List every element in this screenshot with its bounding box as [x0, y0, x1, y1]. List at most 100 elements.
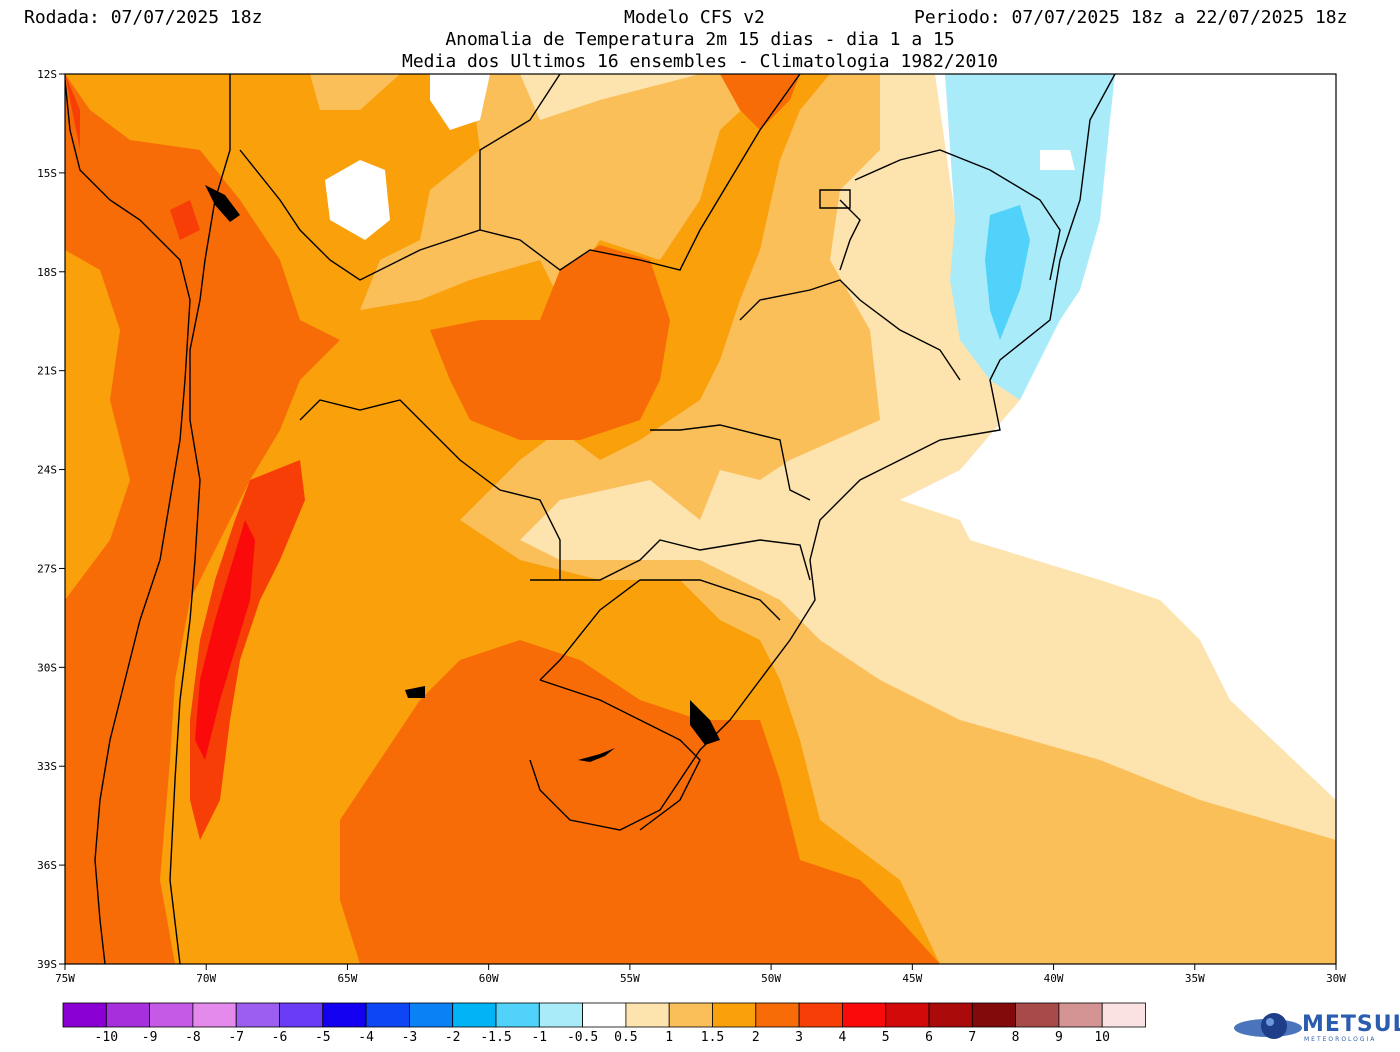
colorbar-label: 4 — [838, 1030, 846, 1045]
colorbar-label: 0.5 — [614, 1030, 637, 1045]
lagoa-patos — [690, 700, 720, 745]
border-mg-ba — [854, 149, 1061, 281]
lon-tick-label: 35W — [1185, 972, 1205, 985]
colorbar-label: 7 — [968, 1030, 976, 1045]
colorbar-swatch — [408, 1002, 454, 1028]
colorbar-swatch — [365, 1002, 410, 1028]
colorbar-swatch — [495, 1002, 540, 1028]
border-andes — [169, 74, 231, 964]
lake-titicaca — [205, 185, 240, 222]
border-bolivia-brazil — [239, 74, 801, 281]
lat-tick-label: 18S — [37, 266, 57, 279]
map-frame — [64, 73, 1337, 965]
border-states-1 — [479, 74, 561, 230]
colorbar-swatch — [798, 1002, 843, 1028]
lake-paraguay — [405, 686, 425, 698]
colorbar-swatch — [582, 1002, 627, 1028]
border-uruguay — [539, 679, 701, 831]
colorbar-swatch — [538, 1002, 583, 1028]
lon-tick-label: 40W — [1044, 972, 1064, 985]
lon-tick-label: 70W — [196, 972, 216, 985]
contour-white-bolivia — [325, 160, 390, 240]
colorbar-label: -9 — [142, 1030, 158, 1045]
contour-3-4-bolivia — [170, 200, 200, 240]
colorbar-label: 6 — [925, 1030, 933, 1045]
lat-tick-label: 21S — [37, 365, 57, 378]
lon-tick-label: 55W — [620, 972, 640, 985]
colorbar-label: -5 — [315, 1030, 331, 1045]
contour-2-3-south — [340, 640, 940, 964]
border-argentina-brazil — [530, 539, 811, 581]
colorbar-swatch — [625, 1002, 670, 1028]
colorbar-swatch — [62, 1002, 107, 1028]
period-label: Periodo: 07/07/2025 18z a 22/07/2025 18z — [914, 7, 1348, 28]
coastline-west-chile — [65, 79, 191, 964]
coastline-east-brazil — [529, 74, 1116, 831]
contour-4-5 — [195, 520, 255, 760]
colorbar-swatch — [149, 1002, 194, 1028]
model-label: Modelo CFS v2 — [624, 7, 765, 28]
lon-tick-label: 30W — [1326, 972, 1346, 985]
colorbar-swatch — [279, 1002, 324, 1028]
colorbar-swatch — [1058, 1002, 1103, 1028]
lon-tick-label: 75W — [55, 972, 75, 985]
colorbar-label: -8 — [185, 1030, 201, 1045]
colorbar-label: -10 — [95, 1030, 118, 1045]
colorbar-label: -4 — [358, 1030, 374, 1045]
colorbar-swatch — [971, 1002, 1016, 1028]
colorbar-label: -1.5 — [480, 1030, 511, 1045]
contour-neg-0.5-1 — [945, 74, 1115, 400]
lon-tick-label: 65W — [338, 972, 358, 985]
colorbar-swatch — [712, 1002, 757, 1028]
border-states-2 — [739, 279, 961, 381]
colorbar-label: 10 — [1094, 1030, 1110, 1045]
colorbar-label: -6 — [272, 1030, 288, 1045]
lon-tick-label: 45W — [902, 972, 922, 985]
colorbar-swatch — [452, 1002, 497, 1028]
colorbar-label: -2 — [445, 1030, 461, 1045]
colorbar-swatch — [105, 1002, 151, 1028]
colorbar-swatch — [322, 1002, 367, 1028]
colorbar-label: 1 — [665, 1030, 673, 1045]
contour-2-3 — [65, 74, 340, 964]
border-df — [819, 189, 851, 209]
map-subtitle-variable: Anomalia de Temperatura 2m 15 dias - dia… — [445, 29, 955, 50]
lat-tick-label: 15S — [37, 167, 57, 180]
colorbar-swatch — [842, 1002, 887, 1028]
colorbar-swatch — [928, 1002, 973, 1028]
lat-tick-label: 24S — [37, 464, 57, 477]
colorbar-label: -7 — [228, 1030, 244, 1045]
lon-tick-label: 60W — [479, 972, 499, 985]
colorbar-label: 3 — [795, 1030, 803, 1045]
lat-tick-label: 12S — [37, 68, 57, 81]
metsul-wordmark: METSUL — [1302, 1012, 1400, 1037]
political-boundaries — [65, 74, 1116, 964]
colorbar-label: 1.5 — [701, 1030, 724, 1045]
colorbar-label: 5 — [882, 1030, 890, 1045]
metsul-wordmark-sub: METEOROLOGIA — [1304, 1036, 1377, 1043]
longitude-axis: 75W 70W 65W 60W 55W 50W 45W 40W 35W 30W — [55, 964, 1346, 985]
lagoa-mirim — [578, 748, 615, 762]
contour-2-3-northeast — [720, 74, 800, 130]
colorbar-swatch — [885, 1002, 930, 1028]
contour-2-3-paraguay — [430, 245, 670, 440]
colorbar-swatch — [755, 1002, 800, 1028]
latitude-axis: 12S 15S 18S 21S 24S 27S 30S 33S 36S 39S — [37, 68, 65, 971]
colorbar-swatch — [1101, 1002, 1146, 1028]
colorbar-label: 2 — [752, 1030, 760, 1045]
metsul-logo-icon — [1234, 1013, 1302, 1039]
colorbar-swatch — [235, 1002, 280, 1028]
colorbar-label: -1 — [531, 1030, 547, 1045]
colorbar-label: 9 — [1055, 1030, 1063, 1045]
lat-tick-label: 33S — [37, 760, 57, 773]
border-states-3 — [650, 424, 811, 501]
contour-neg-1-1.5 — [985, 205, 1030, 340]
colorbar-label: 8 — [1012, 1030, 1020, 1045]
anomaly-contours — [65, 74, 1336, 964]
lat-tick-label: 36S — [37, 859, 57, 872]
lat-tick-label: 27S — [37, 562, 57, 575]
colorbar-swatch — [668, 1002, 713, 1028]
map-subtitle-ensemble: Media dos Ultimos 16 ensembles - Climato… — [401, 51, 999, 72]
colorbar-label: -0.5 — [567, 1030, 598, 1045]
border-states-4 — [839, 199, 861, 271]
